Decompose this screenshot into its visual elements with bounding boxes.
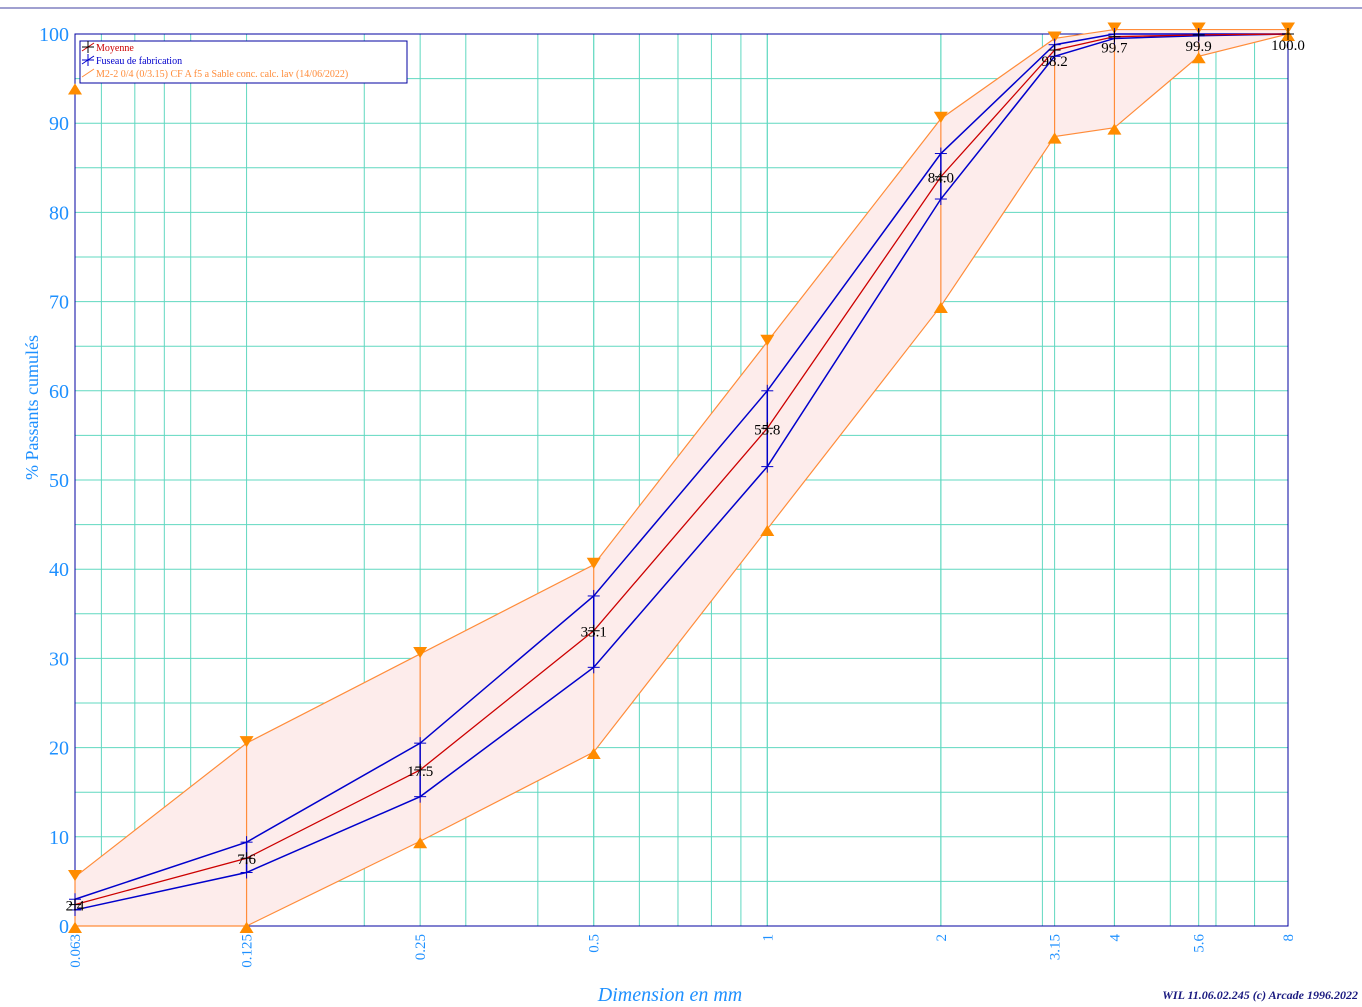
y-tick-label: 80 <box>49 202 69 224</box>
spec-upper-marker <box>760 334 775 346</box>
spec-lower-line <box>75 33 1289 927</box>
mean-data-label: 99.7 <box>1101 41 1128 57</box>
mean-data-label: 100.0 <box>1271 38 1305 54</box>
spec-upper-line <box>74 28 1288 878</box>
x-tick-label: 0.125 <box>240 934 256 968</box>
legend-label: M2-2 0/4 (0/3.15) CF A f5 a Sable conc. … <box>96 69 348 80</box>
plot-frame <box>74 33 1289 927</box>
y-tick-label: 40 <box>49 559 69 581</box>
legend-swatch <box>81 68 95 78</box>
spec-lower-marker <box>933 301 948 314</box>
y-tick-label: 70 <box>49 292 69 314</box>
legend-box <box>79 40 408 84</box>
x-tick-label: 1 <box>760 934 776 942</box>
spec-lower-marker <box>413 837 428 849</box>
spec-upper-marker <box>413 646 428 659</box>
x-tick-label: 0.063 <box>68 934 84 968</box>
fuseau-upper-line <box>74 33 1288 900</box>
spec-band-fill <box>75 29 1288 927</box>
legend-label: Fuseau de fabrication <box>96 56 182 67</box>
spec-lower-marker <box>1191 52 1206 64</box>
spec-upper-marker <box>239 736 254 748</box>
x-axis-title: Dimension en mm <box>597 984 743 1006</box>
y-tick-label: 30 <box>49 648 69 670</box>
axis-ticks: 0 10 20 30 40 50 60 70 80 90 100 0.063 0.125 0.25 0.5 1… <box>39 24 1297 968</box>
y-axis-title: % Passants cumulés <box>22 335 42 480</box>
mean-data-label: 84.0 <box>928 171 954 187</box>
x-tick-label: 5.6 <box>1192 934 1208 953</box>
x-tick-label: 0.25 <box>413 934 429 960</box>
spec-lower-marker <box>1047 132 1062 144</box>
mean-data-label: 98.2 <box>1041 54 1067 70</box>
y-tick-label: 100 <box>39 24 69 46</box>
mean-data-label: 2.4 <box>66 899 85 915</box>
mean-data-label: 33.1 <box>581 625 607 641</box>
x-tick-label: 8 <box>1281 934 1297 942</box>
y-tick-label: 20 <box>49 738 69 760</box>
series-lines <box>74 33 1289 911</box>
mean-data-label: 55.8 <box>754 422 780 438</box>
spec-lower-marker <box>586 747 601 760</box>
spec-upper-marker <box>1047 31 1062 43</box>
spec-lower-marker <box>68 921 82 933</box>
x-tick-label: 4 <box>1107 934 1123 942</box>
legend: Moyenne Fuseau de fabrication M2-2 0/4 (0/… <box>79 40 408 84</box>
spec-extra-marker <box>68 83 82 95</box>
spec-upper-marker <box>68 869 82 882</box>
mean-line <box>74 33 1289 906</box>
spec-upper-marker <box>933 111 948 123</box>
spec-lower-marker <box>1107 123 1122 135</box>
data-labels: 2.4 7.6 17.5 33.1 55.8 84.0 98.2 99.7 99.9 100.0 <box>66 38 1305 915</box>
credit-text: WIL 11.06.02.245 (c) Arcade 1996.2022 <box>1162 988 1358 1002</box>
x-tick-label: 2 <box>934 934 950 942</box>
y-tick-label: 0 <box>59 916 69 938</box>
x-tick-label: 0.5 <box>587 934 603 953</box>
mean-data-label: 99.9 <box>1186 39 1212 55</box>
y-tick-label: 60 <box>49 381 69 403</box>
legend-label: Moyenne <box>96 43 134 54</box>
mean-data-label: 7.6 <box>237 852 256 868</box>
spec-lower-marker <box>760 524 775 537</box>
spec-band <box>74 28 1289 927</box>
spec-upper-marker <box>586 557 601 569</box>
y-tick-label: 90 <box>49 113 69 135</box>
y-tick-label: 50 <box>49 470 69 492</box>
series-markers <box>68 22 1295 933</box>
mean-data-label: 17.5 <box>407 764 433 780</box>
fuseau-lower-line <box>74 33 1289 911</box>
spec-lower-marker <box>239 921 254 933</box>
y-tick-label: 10 <box>49 827 69 849</box>
x-tick-label: 3.15 <box>1048 934 1064 960</box>
